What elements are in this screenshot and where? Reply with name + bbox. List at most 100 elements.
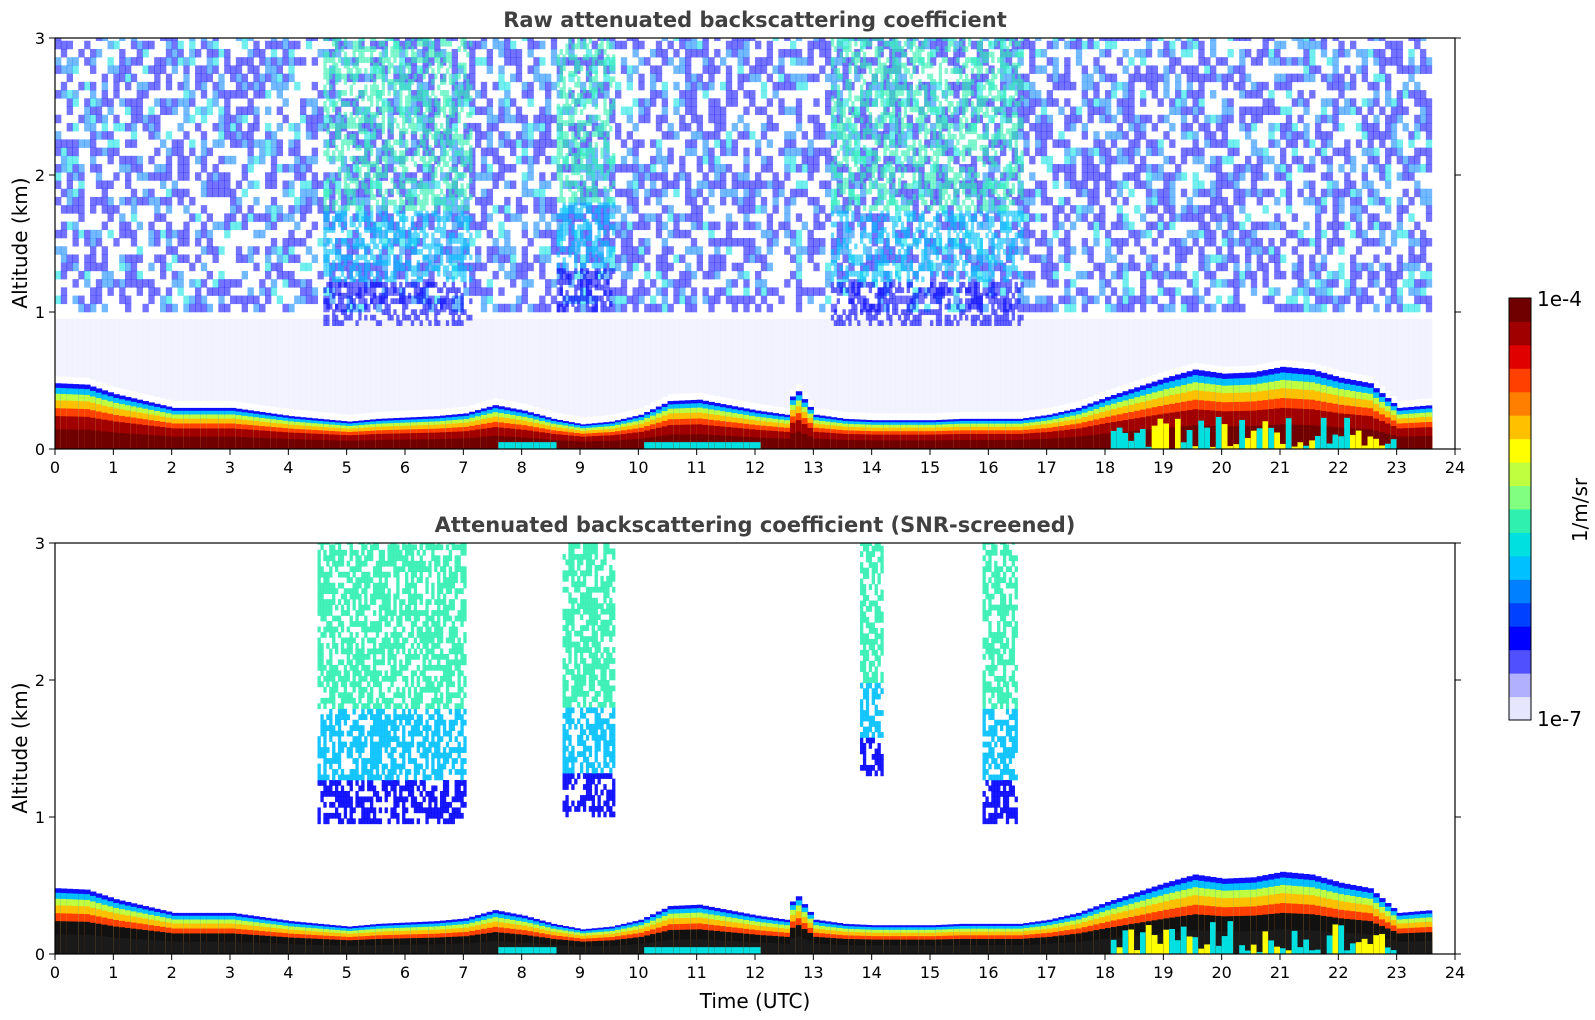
noise-cell bbox=[912, 287, 919, 296]
noise-cell bbox=[212, 81, 219, 91]
noise-cell bbox=[912, 131, 919, 140]
faint-band bbox=[638, 318, 645, 408]
aerosol-cell bbox=[329, 270, 333, 277]
noise-cell bbox=[469, 122, 476, 132]
noise-cell bbox=[760, 65, 768, 74]
noise-cell bbox=[620, 270, 628, 280]
noise-cell bbox=[259, 73, 266, 83]
noise-cell bbox=[632, 221, 639, 231]
noise-cell bbox=[1081, 287, 1088, 296]
aerosol-cell bbox=[346, 199, 350, 206]
noise-cell bbox=[224, 188, 231, 198]
noise-cell bbox=[743, 196, 750, 206]
noise-cell bbox=[294, 40, 301, 50]
noise-cell bbox=[953, 155, 960, 165]
noise-cell bbox=[539, 180, 546, 189]
noise-cell bbox=[620, 164, 628, 173]
noise-cell bbox=[813, 38, 820, 42]
noise-cell bbox=[130, 98, 138, 107]
noise-cell bbox=[259, 90, 266, 99]
noise-cell bbox=[679, 213, 686, 222]
noise-cell bbox=[714, 254, 721, 263]
aerosol-cell bbox=[349, 122, 353, 129]
noise-cell bbox=[235, 180, 243, 189]
noise-cell bbox=[300, 287, 307, 296]
noise-cell bbox=[399, 238, 406, 247]
noise-cell bbox=[521, 139, 528, 148]
noise-cell bbox=[1198, 57, 1205, 66]
noise-cell bbox=[1046, 246, 1053, 255]
noise-cell bbox=[305, 188, 313, 198]
noise-cell bbox=[218, 73, 225, 83]
noise-cell bbox=[615, 254, 622, 263]
noise-cell bbox=[539, 229, 546, 239]
noise-cell bbox=[825, 90, 832, 99]
aerosol-cell bbox=[329, 122, 333, 129]
noise-cell bbox=[1344, 188, 1351, 198]
noise-cell bbox=[1087, 196, 1094, 206]
noise-cell bbox=[101, 90, 108, 99]
noise-cell bbox=[288, 57, 295, 66]
noise-cell bbox=[1128, 57, 1135, 66]
noise-cell bbox=[218, 131, 225, 140]
noise-cell bbox=[1344, 172, 1351, 181]
noise-cell bbox=[696, 164, 703, 173]
faint-band bbox=[545, 318, 552, 411]
noise-cell bbox=[1355, 262, 1363, 272]
noise-cell bbox=[1005, 73, 1013, 83]
noise-cell bbox=[504, 213, 511, 222]
noise-cell bbox=[200, 81, 208, 91]
noise-cell bbox=[1262, 147, 1269, 157]
noise-cell bbox=[1210, 131, 1217, 140]
noise-cell bbox=[1215, 139, 1223, 148]
noise-cell bbox=[1309, 262, 1316, 272]
noise-cell bbox=[1425, 155, 1433, 165]
noise-cell bbox=[673, 279, 680, 288]
noise-cell bbox=[276, 254, 283, 263]
noise-cell bbox=[510, 213, 517, 222]
noise-cell bbox=[107, 270, 114, 280]
noise-cell bbox=[1320, 196, 1328, 206]
noise-cell bbox=[772, 172, 779, 181]
noise-cell bbox=[230, 221, 237, 231]
noise-cell bbox=[737, 114, 744, 124]
noise-cell bbox=[451, 155, 458, 165]
noise-cell bbox=[1262, 172, 1269, 181]
noise-cell bbox=[224, 48, 231, 58]
noise-cell bbox=[1122, 287, 1129, 296]
noise-cell bbox=[1058, 238, 1065, 247]
aerosol-cell bbox=[323, 122, 327, 129]
noise-cell bbox=[66, 188, 73, 198]
aerosol-cell bbox=[337, 172, 342, 179]
noise-cell bbox=[305, 196, 313, 206]
noise-cell bbox=[1064, 164, 1071, 173]
aerosol-cell bbox=[332, 216, 336, 222]
noise-cell bbox=[55, 270, 62, 280]
noise-cell bbox=[317, 114, 324, 124]
noise-cell bbox=[959, 48, 966, 58]
noise-cell bbox=[655, 155, 663, 165]
noise-cell bbox=[825, 131, 832, 140]
noise-cell bbox=[661, 254, 668, 263]
noise-cell bbox=[253, 81, 260, 91]
noise-cell bbox=[171, 38, 178, 42]
faint-band bbox=[451, 318, 458, 408]
noise-cell bbox=[235, 106, 243, 116]
noise-cell bbox=[270, 238, 278, 247]
noise-cell bbox=[1425, 106, 1433, 116]
noise-cell bbox=[1303, 122, 1310, 132]
noise-cell bbox=[241, 221, 248, 231]
faint-band bbox=[1116, 318, 1123, 387]
noise-cell bbox=[195, 48, 202, 58]
noise-cell bbox=[55, 131, 62, 140]
noise-cell bbox=[638, 73, 645, 83]
faint-band bbox=[428, 318, 435, 410]
noise-cell bbox=[276, 73, 283, 83]
noise-cell bbox=[1303, 38, 1310, 42]
noise-cell bbox=[1420, 65, 1427, 74]
noise-cell bbox=[241, 139, 248, 148]
faint-band bbox=[130, 318, 138, 392]
noise-cell bbox=[282, 188, 289, 198]
noise-cell bbox=[370, 40, 377, 50]
noise-cell bbox=[1064, 81, 1071, 91]
